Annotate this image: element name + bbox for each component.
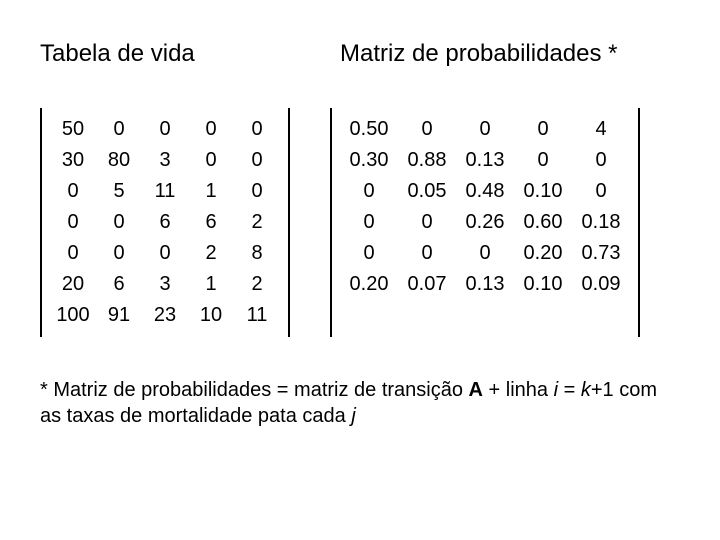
title-life-table: Tabela de vida xyxy=(40,40,340,68)
table-cell: 11 xyxy=(234,300,280,331)
table-cell: 0.09 xyxy=(572,269,630,300)
footnote-text: = xyxy=(558,379,581,401)
table-cell: 0 xyxy=(142,238,188,269)
table-cell: 2 xyxy=(234,269,280,300)
table-cell: 2 xyxy=(188,238,234,269)
table-cell: 0.30 xyxy=(340,145,398,176)
table-cell: 0 xyxy=(398,238,456,269)
footnote-ital-k: k xyxy=(581,379,591,401)
table-cell: 0 xyxy=(456,238,514,269)
table-cell: 0 xyxy=(188,114,234,145)
table-cell: 0 xyxy=(398,207,456,238)
table-cell: 20 xyxy=(50,269,96,300)
life-table-matrix: 5000003080300051110006620002820631210091… xyxy=(40,108,290,337)
table-cell: 0 xyxy=(340,207,398,238)
table-cell: 0 xyxy=(572,145,630,176)
table-cell: 0 xyxy=(514,114,572,145)
table-cell: 0 xyxy=(340,176,398,207)
table-row: 00028 xyxy=(50,238,280,269)
table-row: 500000 xyxy=(50,114,280,145)
table-cell: 30 xyxy=(50,145,96,176)
footnote-bold-A: A xyxy=(469,379,483,401)
table-cell: 0.20 xyxy=(340,269,398,300)
table-cell: 0.50 xyxy=(340,114,398,145)
table-cell: 3 xyxy=(142,145,188,176)
table-row: 3080300 xyxy=(50,145,280,176)
table-cell: 0.13 xyxy=(456,145,514,176)
table-row: 0.500004 xyxy=(340,114,630,145)
table-cell: 0.10 xyxy=(514,269,572,300)
table-cell: 10 xyxy=(188,300,234,331)
table-cell: 0 xyxy=(234,176,280,207)
table-cell: 0 xyxy=(234,145,280,176)
table-cell: 0.20 xyxy=(514,238,572,269)
table-cell: 0.13 xyxy=(456,269,514,300)
table-cell: 4 xyxy=(572,114,630,145)
table-cell: 0.60 xyxy=(514,207,572,238)
matrices-row: 5000003080300051110006620002820631210091… xyxy=(40,108,680,337)
footnote-text: + linha xyxy=(483,379,554,401)
table-cell: 0 xyxy=(96,238,142,269)
prob-matrix-table: 0.5000040.300.880.130000.050.480.100000.… xyxy=(340,114,630,300)
table-row: 10091231011 xyxy=(50,300,280,331)
table-cell: 0 xyxy=(96,114,142,145)
titles-row: Tabela de vida Matriz de probabilidades … xyxy=(40,40,680,68)
table-row: 000.260.600.18 xyxy=(340,207,630,238)
table-cell: 0.05 xyxy=(398,176,456,207)
table-cell: 91 xyxy=(96,300,142,331)
table-cell: 0 xyxy=(142,114,188,145)
table-cell: 6 xyxy=(188,207,234,238)
table-cell: 0 xyxy=(456,114,514,145)
table-cell: 0 xyxy=(50,238,96,269)
table-row: 00662 xyxy=(50,207,280,238)
table-cell: 100 xyxy=(50,300,96,331)
table-cell: 0 xyxy=(50,207,96,238)
table-row: 0000.200.73 xyxy=(340,238,630,269)
table-cell: 0 xyxy=(50,176,96,207)
table-row: 0.200.070.130.100.09 xyxy=(340,269,630,300)
table-cell: 8 xyxy=(234,238,280,269)
table-cell: 23 xyxy=(142,300,188,331)
life-table: 5000003080300051110006620002820631210091… xyxy=(50,114,280,331)
table-cell: 0.10 xyxy=(514,176,572,207)
table-row: 00.050.480.100 xyxy=(340,176,630,207)
footnote-ital-j: j xyxy=(351,405,355,427)
table-cell: 0.26 xyxy=(456,207,514,238)
table-cell: 0.07 xyxy=(398,269,456,300)
table-cell: 0.73 xyxy=(572,238,630,269)
table-row: 0.300.880.1300 xyxy=(340,145,630,176)
table-cell: 0 xyxy=(234,114,280,145)
table-cell: 0 xyxy=(96,207,142,238)
table-cell: 0.48 xyxy=(456,176,514,207)
table-cell: 6 xyxy=(142,207,188,238)
table-cell: 2 xyxy=(234,207,280,238)
table-cell: 80 xyxy=(96,145,142,176)
table-cell: 3 xyxy=(142,269,188,300)
table-row: 206312 xyxy=(50,269,280,300)
table-cell: 0 xyxy=(514,145,572,176)
footnote-text: * Matriz de probabilidades = matriz de t… xyxy=(40,379,469,401)
table-cell: 0 xyxy=(572,176,630,207)
table-cell: 0.88 xyxy=(398,145,456,176)
table-cell: 5 xyxy=(96,176,142,207)
table-cell: 0 xyxy=(340,238,398,269)
table-cell: 1 xyxy=(188,176,234,207)
table-cell: 0.18 xyxy=(572,207,630,238)
table-cell: 11 xyxy=(142,176,188,207)
table-cell: 6 xyxy=(96,269,142,300)
table-cell: 0 xyxy=(398,114,456,145)
footnote: * Matriz de probabilidades = matriz de t… xyxy=(40,377,680,429)
table-row: 051110 xyxy=(50,176,280,207)
prob-matrix: 0.5000040.300.880.130000.050.480.100000.… xyxy=(330,108,640,337)
table-cell: 0 xyxy=(188,145,234,176)
table-cell: 50 xyxy=(50,114,96,145)
title-prob-matrix: Matriz de probabilidades * xyxy=(340,40,680,68)
table-cell: 1 xyxy=(188,269,234,300)
